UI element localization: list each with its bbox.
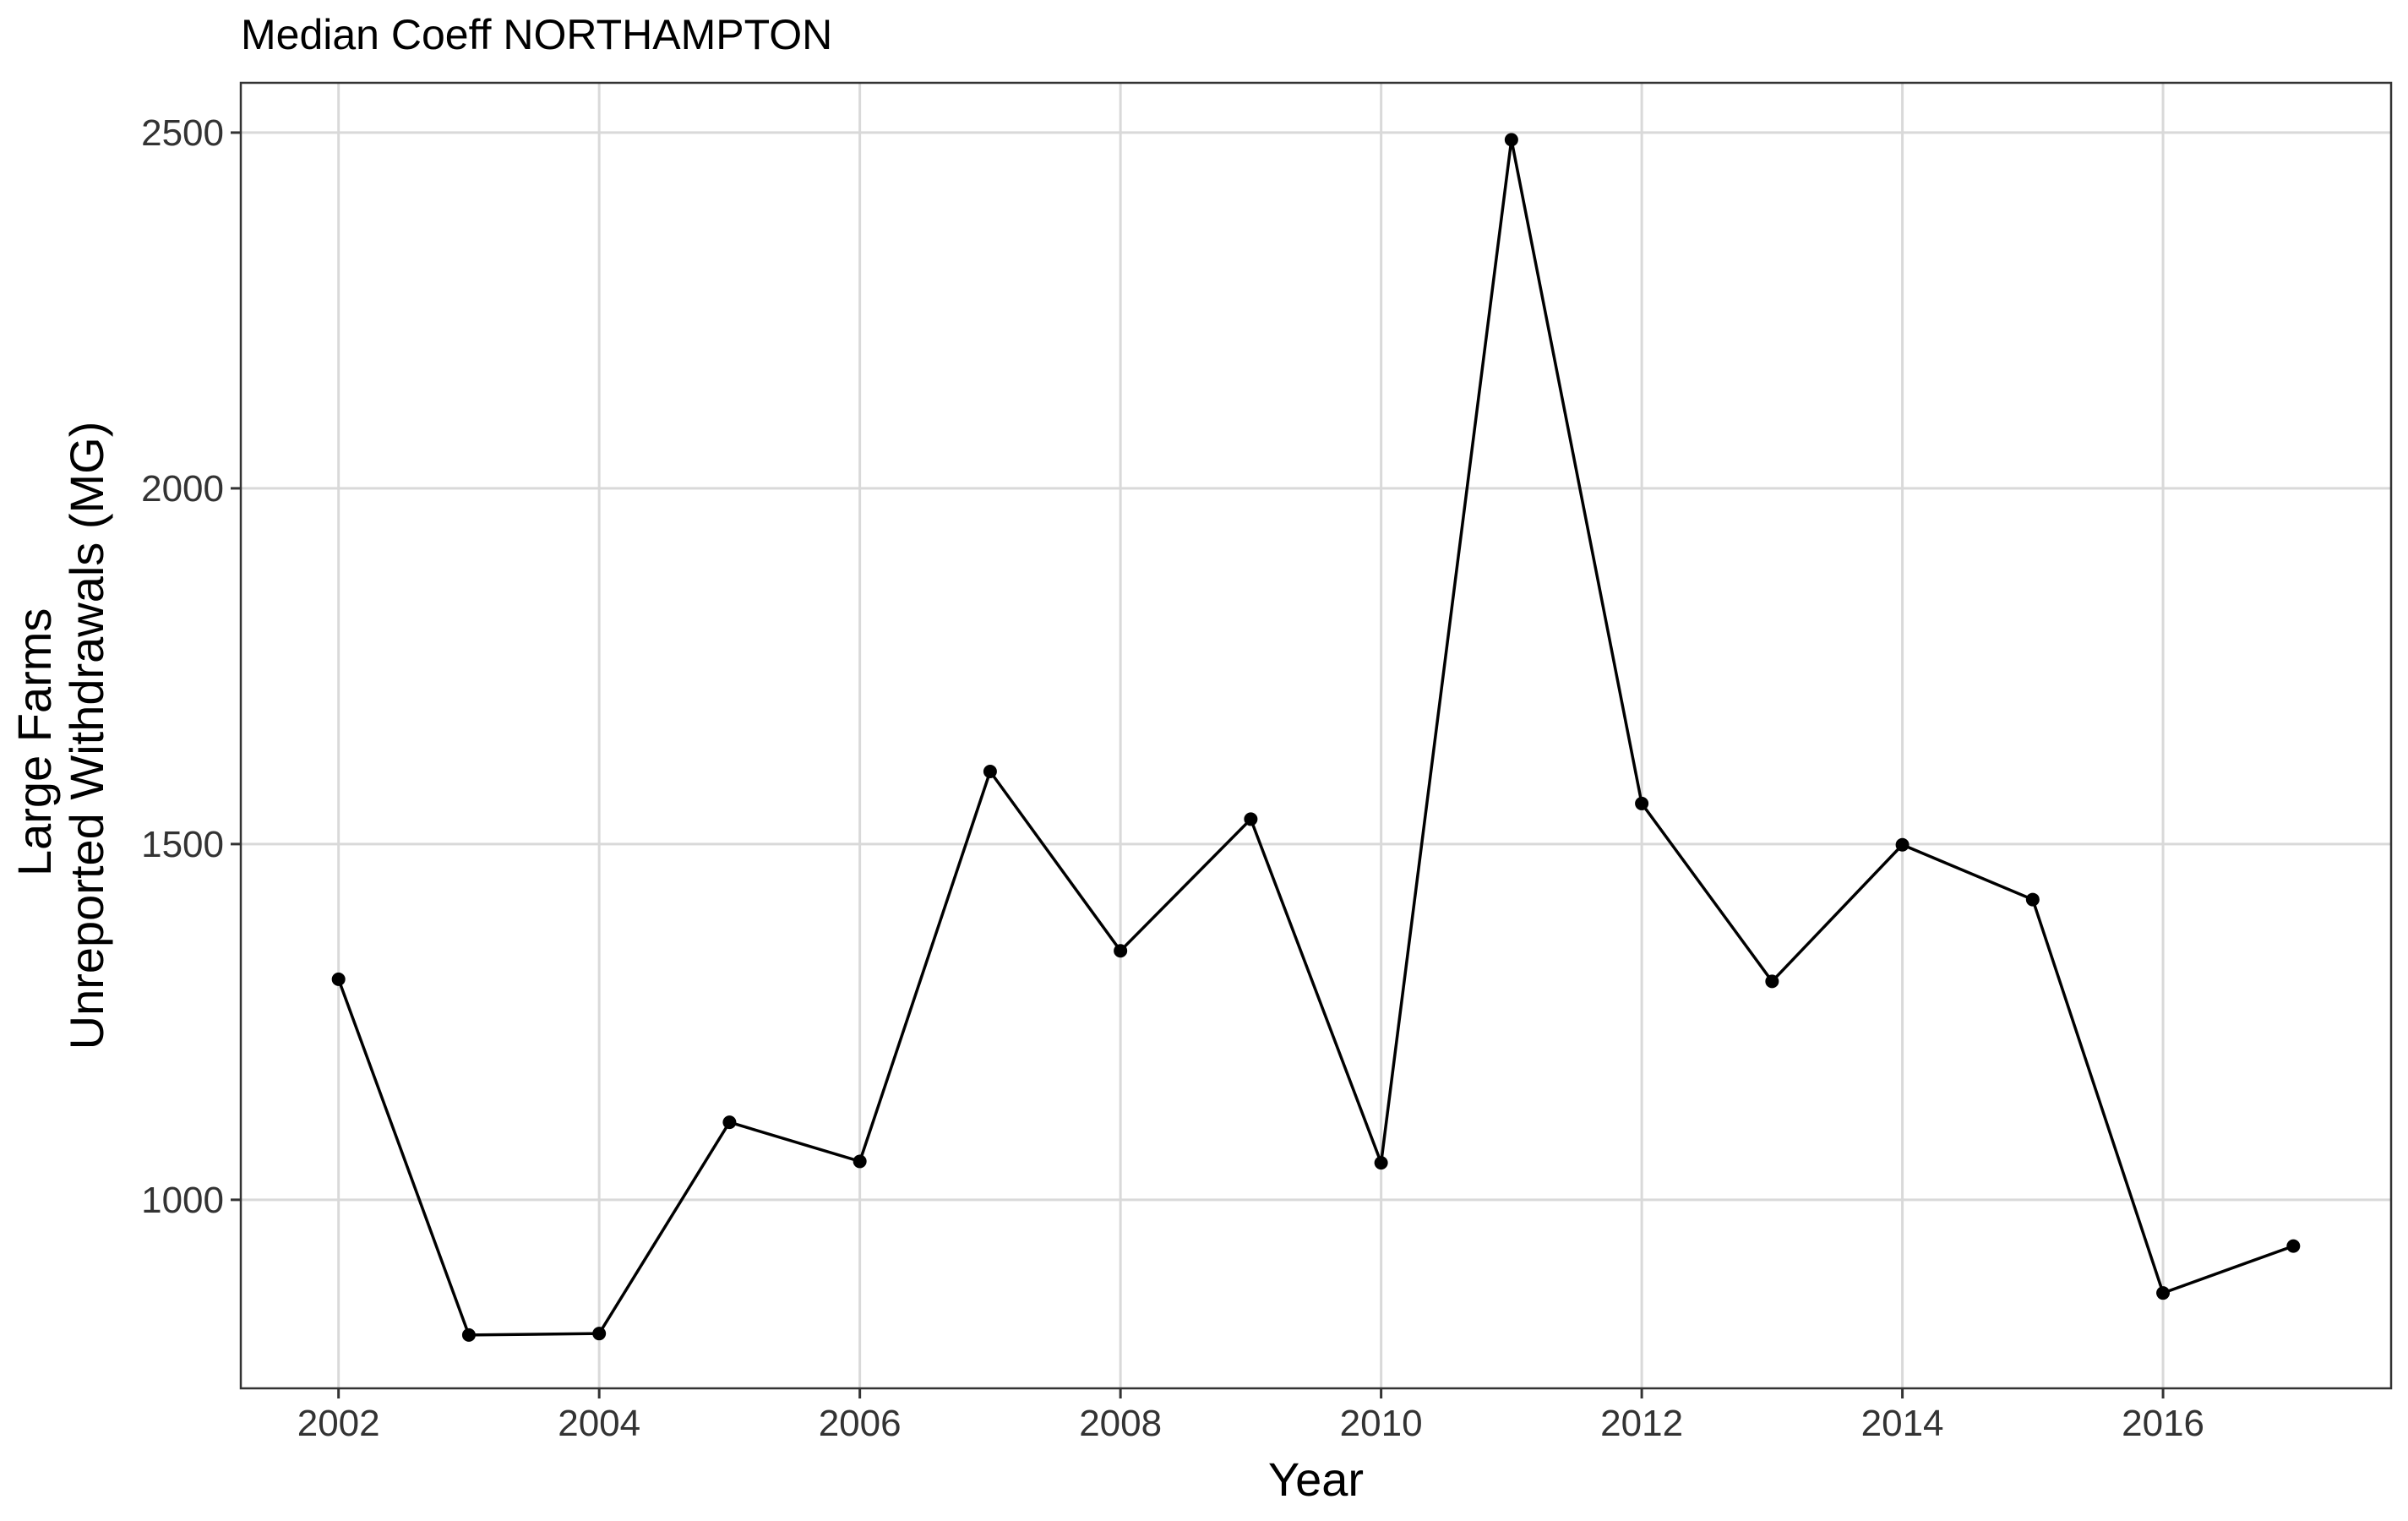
x-axis: 2002 2004 2006 2008 2010 2012 2014 2016 (297, 1388, 2204, 1444)
y-tick-label: 2500 (141, 112, 224, 154)
data-point (1114, 944, 1128, 958)
data-point (722, 1115, 737, 1130)
x-axis-title: Year (1268, 1453, 1364, 1506)
x-tick-label: 2016 (2122, 1403, 2204, 1444)
data-point (592, 1327, 607, 1341)
data-point (331, 972, 346, 986)
y-axis: 1000 1500 2000 2500 (141, 112, 241, 1221)
chart-title: Median Coeff NORTHAMPTON (241, 11, 832, 58)
grid (241, 83, 2391, 1388)
data-point (1244, 812, 1258, 826)
series-group (331, 133, 2301, 1342)
data-point (1895, 837, 1910, 852)
data-point (1765, 974, 1779, 989)
y-axis-title-line-2: Unreported Withdrawals (MG) (60, 422, 113, 1050)
y-tick-label: 2000 (141, 468, 224, 510)
x-tick-label: 2004 (558, 1403, 640, 1444)
x-tick-label: 2008 (1079, 1403, 1162, 1444)
data-point (461, 1327, 476, 1342)
data-point (1635, 796, 1649, 810)
y-axis-title-line-1: Large Farms (8, 608, 61, 876)
data-point (983, 765, 997, 779)
x-tick-label: 2012 (1600, 1403, 1683, 1444)
y-axis-title: Large Farms Unreported Withdrawals (MG) (8, 422, 113, 1050)
x-tick-label: 2014 (1861, 1403, 1944, 1444)
series-line (337, 139, 2294, 1337)
data-point (2286, 1239, 2301, 1253)
data-point (2156, 1286, 2171, 1300)
y-tick-label: 1000 (141, 1180, 224, 1221)
x-tick-label: 2010 (1340, 1403, 1423, 1444)
plot-panel-border (239, 81, 2393, 1390)
data-point (853, 1154, 867, 1169)
x-tick-label: 2002 (297, 1403, 380, 1444)
x-tick-label: 2006 (819, 1403, 902, 1444)
data-point (2025, 892, 2040, 907)
data-point (1504, 133, 1518, 147)
data-point (1374, 1156, 1388, 1170)
y-tick-label: 1500 (141, 824, 224, 865)
